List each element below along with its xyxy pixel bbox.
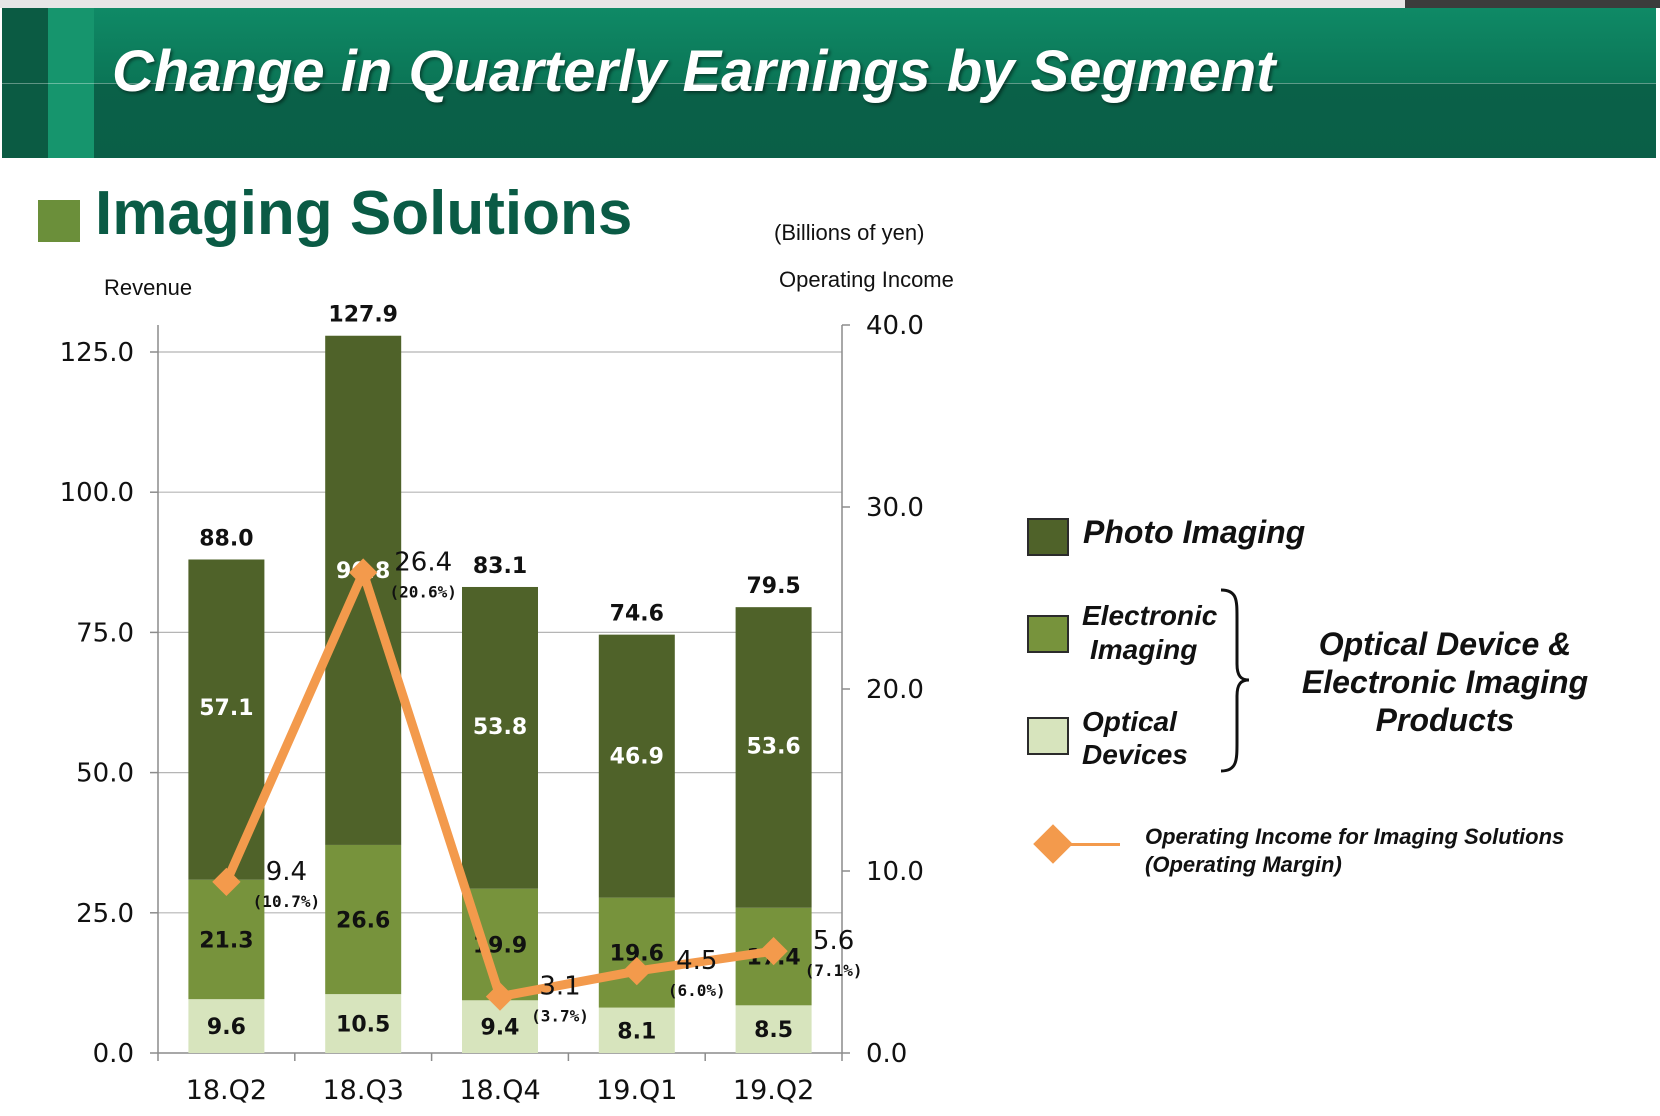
legend-swatch-optical-devices [1027, 717, 1069, 755]
legend-label-electronic-imaging-2: Imaging [1090, 634, 1198, 665]
legend-brace-icon [1220, 588, 1250, 773]
bar-optical-devices [735, 1005, 812, 1053]
operating-income-marker [349, 558, 378, 587]
left-tick-label: 0.0 [93, 1039, 134, 1069]
bar-value-label-electronic-imaging: 26.6 [336, 909, 390, 934]
operating-margin-label: (10.7%) [253, 892, 320, 911]
left-tick-label: 50.0 [76, 759, 134, 789]
operating-income-value-label: 4.5 [676, 946, 717, 976]
operating-margin-label: (20.6%) [389, 583, 456, 602]
banner-stripe-dark [2, 8, 48, 158]
legend-group-label-1: Optical Device & [1318, 626, 1572, 662]
right-tick-label: 40.0 [866, 311, 924, 341]
bar-photo-imaging [598, 634, 675, 898]
chart-operating-income-line [212, 558, 788, 1011]
x-tick-label: 19.Q1 [596, 1075, 677, 1106]
chart-tick-labels: 0.0 25.0 50.0 75.0 100.0 125.0 0.0 10.0 20.0 30.0… [60, 311, 924, 1106]
legend-group-label-3: Products [1375, 702, 1515, 738]
right-axis-title: Operating Income [779, 267, 954, 292]
chart-bar-labels: 9.621.357.188.010.526.690.8127.99.419.95… [199, 303, 800, 1045]
bar-electronic-imaging [598, 897, 675, 1008]
left-tick-label: 75.0 [76, 618, 134, 648]
x-tick-label: 18.Q3 [323, 1075, 404, 1106]
left-tick-label: 125.0 [60, 338, 134, 368]
bar-value-label-photo-imaging: 46.9 [610, 745, 664, 770]
bar-optical-devices [598, 1007, 675, 1053]
bar-total-label: 79.5 [746, 574, 800, 599]
legend-label-operating-income-2: (Operating Margin) [1145, 852, 1342, 877]
bar-value-label-photo-imaging: 57.1 [199, 696, 253, 721]
left-tick-label: 100.0 [60, 478, 134, 508]
bar-photo-imaging [735, 607, 812, 908]
operating-margin-label: (7.1%) [805, 961, 863, 980]
section-bullet-icon [38, 200, 80, 242]
operating-income-value-label: 5.6 [813, 926, 854, 956]
operating-margin-label: (3.7%) [531, 1007, 589, 1026]
right-tick-label: 0.0 [866, 1039, 907, 1069]
banner-divider [2, 83, 1656, 84]
bar-total-label: 74.6 [610, 602, 664, 627]
right-tick-label: 10.0 [866, 857, 924, 887]
operating-income-marker [212, 867, 241, 897]
bar-optical-devices [188, 999, 265, 1053]
legend-swatch-electronic-imaging [1027, 615, 1069, 653]
bar-total-label: 127.9 [328, 303, 398, 328]
bar-value-label-photo-imaging: 53.6 [746, 734, 800, 759]
operating-income-marker [759, 936, 788, 966]
bar-value-label-optical-devices: 8.5 [754, 1018, 793, 1043]
operating-income-marker [485, 982, 515, 1011]
bar-value-label-optical-devices: 9.6 [207, 1015, 246, 1040]
bar-total-label: 88.0 [199, 526, 253, 551]
operating-income-marker [622, 956, 651, 986]
right-tick-label: 20.0 [866, 675, 924, 705]
bar-photo-imaging [325, 335, 402, 845]
operating-income-value-label: 3.1 [539, 972, 580, 1002]
operating-margin-label: (6.0%) [668, 981, 726, 1000]
unit-note: (Billions of yen) [774, 220, 924, 245]
operating-income-value-label: 9.4 [266, 857, 307, 887]
top-rule [0, 0, 1660, 8]
chart-line-labels: 9.4 (10.7%) 26.4 (20.6%) 3.1 (3.7%) 4.5 (6.0%) 5… [253, 548, 863, 1026]
top-rule-accent [1405, 0, 1660, 8]
page-title: Change in Quarterly Earnings by Segment [112, 39, 1276, 104]
left-tick-label: 25.0 [76, 899, 134, 929]
legend-label-photo-imaging: Photo Imaging [1083, 514, 1306, 550]
x-tick-label: 18.Q4 [459, 1075, 540, 1106]
banner-stripe-light [48, 8, 94, 158]
title-banner [2, 8, 1656, 158]
bar-value-label-electronic-imaging: 21.3 [199, 928, 253, 953]
x-tick-label: 19.Q2 [733, 1075, 814, 1106]
bar-value-label-optical-devices: 10.5 [336, 1013, 390, 1038]
legend-label-operating-income-1: Operating Income for Imaging Solutions [1145, 824, 1565, 849]
section-title: Imaging Solutions [95, 179, 633, 248]
bar-total-label: 83.1 [473, 554, 527, 579]
bar-value-label-photo-imaging: 53.8 [473, 715, 527, 740]
x-tick-label: 18.Q2 [186, 1075, 267, 1106]
left-axis-title: Revenue [104, 275, 192, 300]
bar-value-label-optical-devices: 8.1 [617, 1019, 656, 1044]
legend-label-optical-devices-2: Devices [1082, 739, 1188, 770]
right-tick-label: 30.0 [866, 493, 924, 523]
legend-group-label-2: Electronic Imaging [1301, 664, 1589, 700]
bar-value-label-optical-devices: 9.4 [481, 1016, 520, 1041]
operating-income-value-label: 26.4 [394, 548, 452, 578]
legend-line-operating-income [1055, 843, 1120, 846]
bar-electronic-imaging [325, 844, 402, 995]
legend-label-optical-devices-1: Optical [1082, 706, 1177, 737]
bar-photo-imaging [462, 586, 538, 889]
legend-label-electronic-imaging-1: Electronic [1082, 600, 1218, 631]
bar-electronic-imaging [188, 879, 265, 1000]
legend-swatch-photo-imaging [1027, 518, 1069, 556]
bar-optical-devices [325, 994, 402, 1053]
